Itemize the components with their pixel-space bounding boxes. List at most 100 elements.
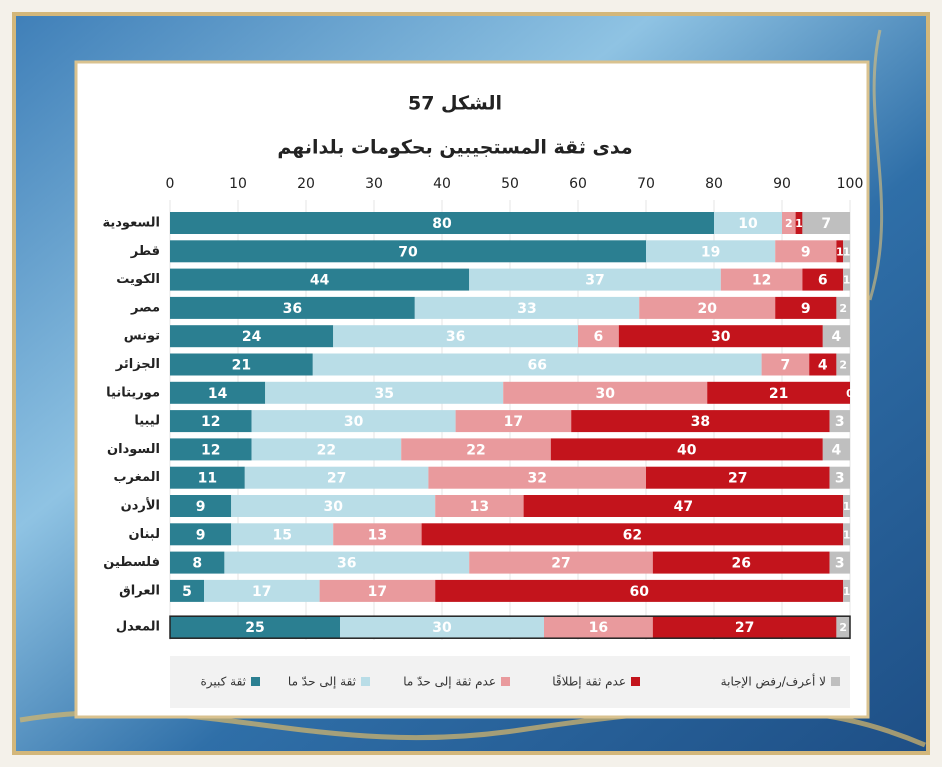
data-label: 0 <box>846 387 854 400</box>
data-label: 47 <box>674 499 693 515</box>
y-tick-label: المغرب <box>113 470 160 485</box>
data-label: 17 <box>368 584 387 600</box>
data-label: 8 <box>192 556 202 572</box>
data-label: 25 <box>245 620 264 636</box>
y-tick-label: مصر <box>130 300 160 315</box>
chart-subtitle: مدى ثقة المستجيبين بحكومات بلدانهم <box>277 137 632 159</box>
data-label: 27 <box>735 620 754 636</box>
y-tick-label: السعودية <box>103 216 161 231</box>
data-label: 13 <box>470 499 489 515</box>
data-label: 1 <box>843 585 851 598</box>
data-label: 24 <box>242 329 262 345</box>
data-label: 17 <box>504 414 523 430</box>
data-label: 13 <box>368 527 387 543</box>
data-label: 12 <box>201 414 220 430</box>
data-label: 1 <box>843 274 851 287</box>
data-label: 2 <box>839 359 847 372</box>
data-label: 60 <box>629 584 649 600</box>
data-label: 7 <box>781 358 791 374</box>
x-tick-label: 70 <box>637 176 655 192</box>
y-tick-label: فلسطين <box>103 555 160 570</box>
y-tick-label: الجزائر <box>115 357 160 372</box>
data-label: 1 <box>843 245 851 258</box>
data-label: 44 <box>310 273 330 289</box>
y-tick-label: تونس <box>124 329 160 344</box>
x-tick-label: 20 <box>297 176 315 192</box>
data-label: 1 <box>795 217 803 230</box>
data-label: 12 <box>752 273 771 289</box>
legend-label: عدم ثقة إلى حدّ ما <box>403 675 496 689</box>
data-label: 2 <box>839 621 847 634</box>
data-label: 32 <box>527 471 546 487</box>
data-label: 20 <box>697 301 717 317</box>
legend-label: ثقة كبيرة <box>200 675 246 690</box>
data-label: 30 <box>432 620 452 636</box>
x-tick-label: 60 <box>569 176 587 192</box>
data-label: 21 <box>232 358 251 374</box>
chart: الشكل 57 مدى ثقة المستجيبين بحكومات بلدا… <box>0 0 942 767</box>
data-label: 1 <box>843 500 851 513</box>
data-label: 4 <box>832 329 842 345</box>
y-tick-label: العراق <box>119 583 160 598</box>
data-label: 30 <box>344 414 364 430</box>
data-label: 80 <box>432 216 452 232</box>
data-label: 3 <box>835 414 845 430</box>
y-tick-label: السودان <box>107 442 160 457</box>
data-label: 11 <box>198 471 217 487</box>
data-label: 40 <box>677 442 697 458</box>
data-label: 1 <box>843 528 851 541</box>
data-label: 16 <box>589 620 608 636</box>
x-tick-label: 100 <box>837 176 864 192</box>
data-label: 33 <box>517 301 536 317</box>
x-tick-label: 80 <box>705 176 723 192</box>
data-label: 66 <box>527 358 546 374</box>
data-label: 12 <box>201 442 220 458</box>
data-label: 22 <box>317 442 336 458</box>
data-label: 36 <box>446 329 465 345</box>
legend-swatch <box>831 677 840 686</box>
data-label: 9 <box>196 499 206 515</box>
data-label: 30 <box>323 499 343 515</box>
data-label: 9 <box>196 527 206 543</box>
x-tick-label: 50 <box>501 176 519 192</box>
data-label: 9 <box>801 301 811 317</box>
data-label: 30 <box>595 386 615 402</box>
data-label: 26 <box>731 556 750 572</box>
data-label: 37 <box>585 273 604 289</box>
data-label: 6 <box>594 329 604 345</box>
data-label: 27 <box>551 556 570 572</box>
data-label: 22 <box>466 442 485 458</box>
data-label: 3 <box>835 471 845 487</box>
data-label: 15 <box>272 527 291 543</box>
y-tick-label: قطر <box>130 244 160 259</box>
data-label: 27 <box>327 471 346 487</box>
data-label: 30 <box>711 329 731 345</box>
data-label: 27 <box>728 471 747 487</box>
legend-label: لا أعرف/رفض الإجابة <box>721 674 826 690</box>
y-tick-label: لبنان <box>129 527 160 542</box>
y-tick-label: الأردن <box>121 497 160 514</box>
data-label: 17 <box>252 584 271 600</box>
legend-swatch <box>631 677 640 686</box>
chart-title: الشكل 57 <box>408 93 502 115</box>
y-tick-label: المعدل <box>116 620 160 635</box>
data-label: 3 <box>835 556 845 572</box>
data-label: 4 <box>818 358 828 374</box>
y-tick-label: ليبيا <box>134 414 160 429</box>
legend-swatch <box>251 677 260 686</box>
data-label: 70 <box>398 244 418 260</box>
x-tick-label: 10 <box>229 176 247 192</box>
data-label: 2 <box>785 217 793 230</box>
x-tick-label: 90 <box>773 176 791 192</box>
data-label: 19 <box>701 244 720 260</box>
data-label: 10 <box>738 216 758 232</box>
data-label: 36 <box>337 556 356 572</box>
x-tick-label: 0 <box>166 176 175 192</box>
data-label: 35 <box>374 386 393 402</box>
legend-swatch <box>361 677 370 686</box>
data-label: 38 <box>691 414 710 430</box>
x-tick-label: 40 <box>433 176 451 192</box>
data-label: 9 <box>801 244 811 260</box>
data-label: 62 <box>623 527 642 543</box>
y-tick-label: الكويت <box>116 272 160 287</box>
